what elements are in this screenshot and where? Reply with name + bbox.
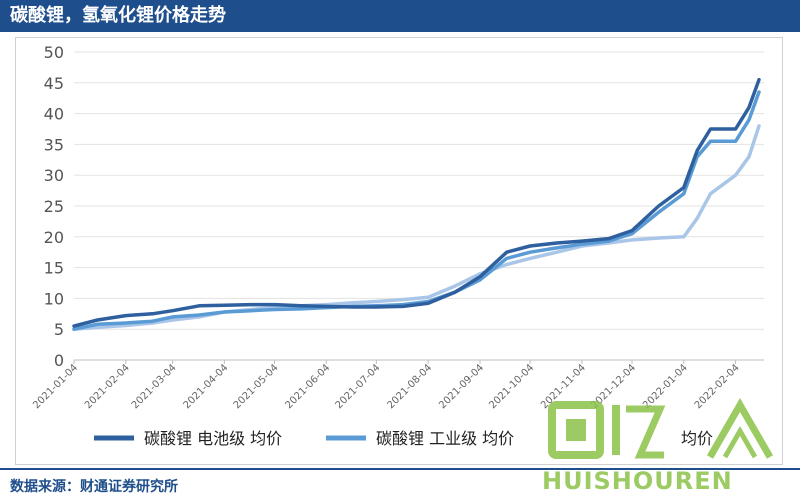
x-tick-label: 2021-08-04 — [385, 362, 434, 411]
data-source: 数据来源：财通证券研究所 — [10, 479, 178, 495]
y-tick-label: 50 — [44, 43, 64, 62]
y-axis: 0 5 10 15 20 25 30 35 40 45 50 — [44, 43, 64, 370]
legend-label: 碳酸锂 工业级 均价 — [376, 429, 514, 448]
watermark-text: HUISHOUREN — [542, 467, 733, 495]
x-tick-label: 2021-10-04 — [487, 362, 536, 411]
x-tick-label: 2021-05-04 — [232, 362, 281, 411]
series-line — [72, 124, 761, 331]
x-tick-label: 2021-02-04 — [83, 362, 132, 411]
series-line — [72, 77, 761, 328]
y-tick-label: 5 — [54, 320, 64, 339]
x-tick-label: 2021-07-04 — [334, 362, 383, 411]
y-tick-label: 35 — [44, 135, 64, 154]
legend-label: 均价 — [681, 429, 713, 448]
y-tick-label: 45 — [44, 74, 64, 93]
y-tick-label: 30 — [44, 166, 64, 185]
page-title: 碳酸锂，氢氧化锂价格走势 — [0, 0, 800, 32]
chart-legend: 碳酸锂 电池级 均价 碳酸锂 工业级 均价 均价 — [94, 429, 713, 448]
y-tick-label: 20 — [44, 228, 64, 247]
y-tick-label: 15 — [44, 259, 64, 278]
y-tick-label: 10 — [44, 289, 64, 308]
y-tick-label: 0 — [54, 351, 64, 370]
x-tick-label: 2021-03-04 — [130, 362, 179, 411]
x-tick-label: 2021-06-04 — [284, 362, 333, 411]
chart-series — [72, 77, 761, 331]
footer-rule — [0, 468, 800, 470]
y-tick-label: 25 — [44, 197, 64, 216]
chart-frame: 0 5 10 15 20 25 30 35 40 45 50 2021-01-04 2021-02-0… — [15, 37, 783, 465]
x-tick-label: 2021-09-04 — [437, 362, 486, 411]
watermark-logo: HUISHOUREN — [540, 395, 790, 500]
y-tick-label: 40 — [44, 105, 64, 124]
x-tick-label: 2021-04-04 — [182, 362, 231, 411]
legend-label: 碳酸锂 电池级 均价 — [144, 429, 282, 448]
